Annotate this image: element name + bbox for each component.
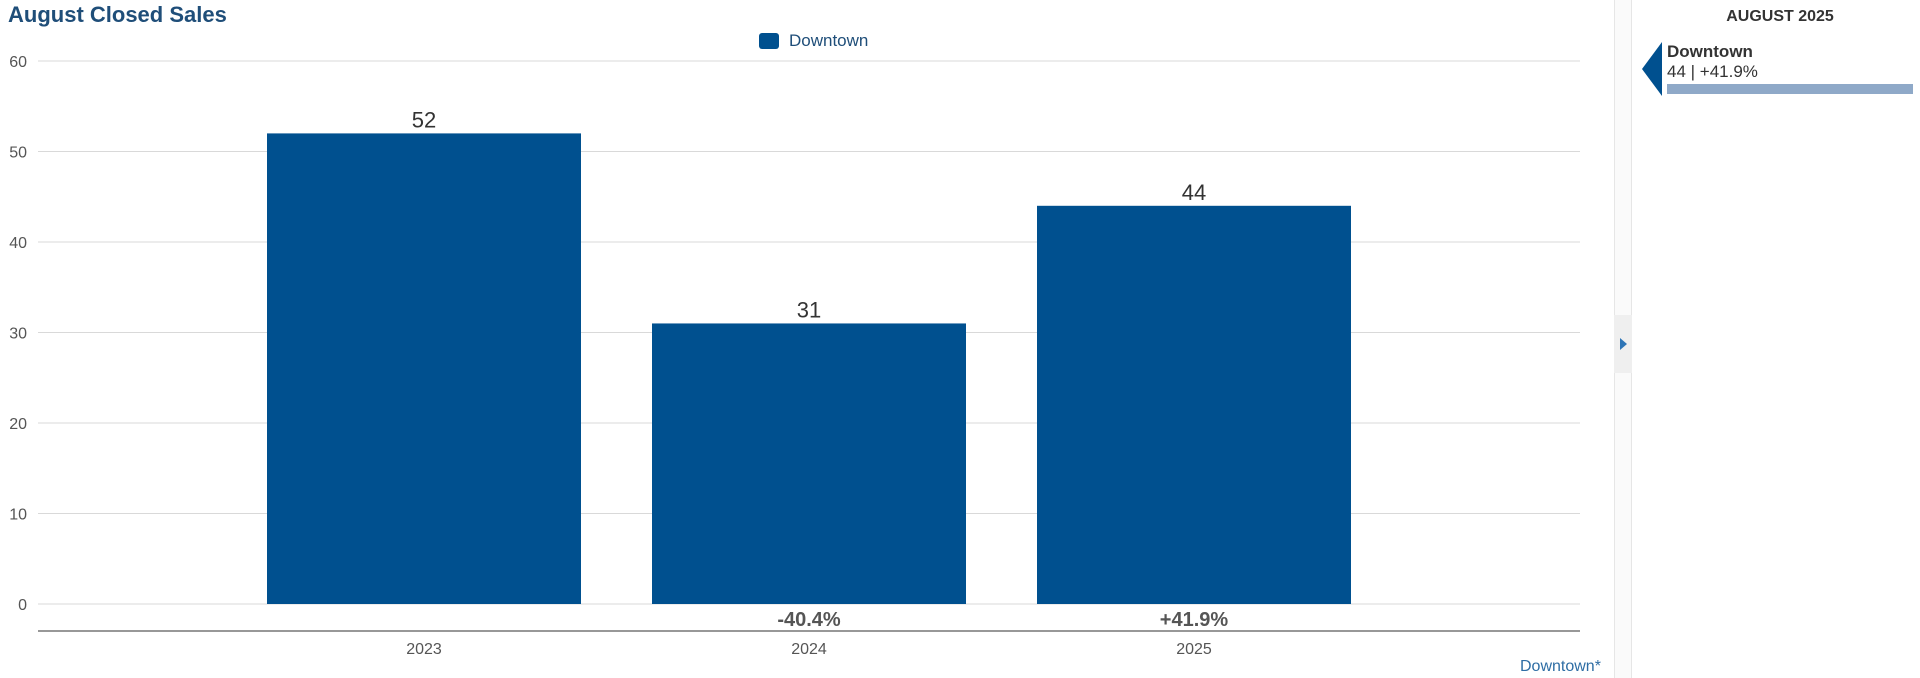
side-panel-item-downtown[interactable]: Downtown 44 | +41.9% (1640, 42, 1920, 102)
data-label: 52 (412, 107, 436, 132)
y-tick-label: 40 (9, 235, 27, 252)
y-tick-label: 30 (9, 326, 27, 343)
chart-title: August Closed Sales (8, 2, 227, 27)
side-panel-item-name: Downtown (1667, 42, 1753, 61)
side-panel-item-stats: 44 | +41.9% (1667, 62, 1758, 81)
bar[interactable] (267, 133, 581, 604)
y-tick-label: 50 (9, 145, 27, 162)
x-tick-label: 2025 (1176, 641, 1212, 658)
footnote-link[interactable]: Downtown* (1520, 658, 1601, 675)
x-tick-label: 2023 (406, 641, 442, 658)
y-tick-label: 60 (9, 54, 27, 71)
change-label: -40.4% (777, 609, 841, 631)
legend[interactable]: Downtown (759, 31, 868, 51)
legend-swatch-downtown (759, 33, 779, 49)
chevron-right-icon (1619, 338, 1627, 350)
side-panel-header: AUGUST 2025 (1726, 8, 1834, 25)
y-tick-label: 0 (18, 597, 27, 614)
side-panel-item-bar-fill (1667, 84, 1913, 94)
panel-toggle-handle[interactable] (1614, 315, 1632, 373)
x-tick-label: 2024 (791, 641, 827, 658)
bar-chart: 0 10 20 30 40 50 60 52 2023 31 -40.4% 2024 44 +41.9% 2… (9, 54, 1580, 658)
change-label: +41.9% (1160, 609, 1229, 631)
bar[interactable] (652, 323, 966, 604)
y-tick-label: 20 (9, 416, 27, 433)
legend-label-downtown: Downtown (789, 31, 869, 50)
bar[interactable] (1037, 205, 1351, 605)
side-panel: AUGUST 2025 Downtown 44 | +41.9% (1640, 0, 1920, 678)
pointer-arrow-icon (1642, 42, 1662, 96)
data-label: 31 (797, 297, 821, 322)
y-tick-label: 10 (9, 507, 27, 524)
data-label: 44 (1182, 180, 1206, 205)
side-panel-item-bar (1667, 84, 1913, 94)
